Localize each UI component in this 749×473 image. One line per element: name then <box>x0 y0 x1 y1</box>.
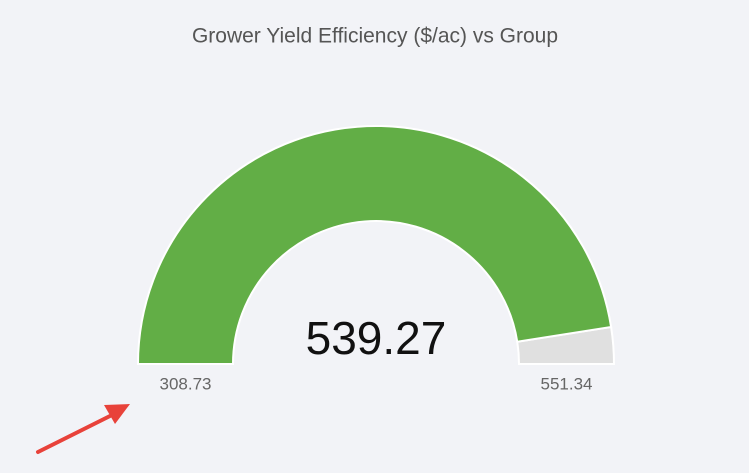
arrow-head <box>104 404 130 424</box>
chart-title: Grower Yield Efficiency ($/ac) vs Group <box>192 25 558 48</box>
gauge-value-arc <box>136 125 613 365</box>
gauge-min-label: 308.73 <box>160 374 212 393</box>
arrow-shaft <box>36 412 116 454</box>
gauge-max-label: 551.34 <box>541 374 593 393</box>
annotation-arrow <box>36 404 130 454</box>
gauge-value: 539.27 <box>306 312 447 364</box>
gauge-track <box>516 325 616 365</box>
